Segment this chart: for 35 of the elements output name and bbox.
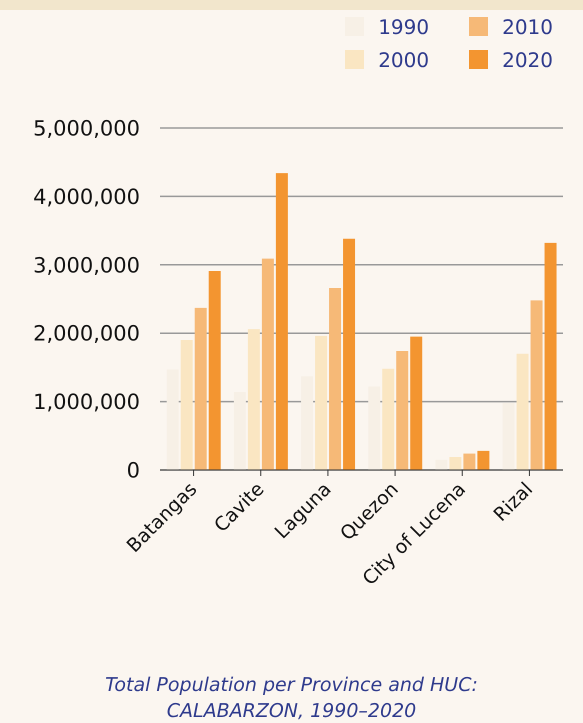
legend-label: 2010 (502, 14, 553, 38)
bar (301, 376, 314, 470)
bar (435, 460, 448, 470)
bar (329, 288, 342, 470)
bar (544, 242, 557, 470)
legend-label: 2020 (502, 48, 553, 72)
bar (208, 270, 221, 470)
y-tick-label: 0 (126, 458, 140, 482)
legend-label: 2000 (378, 48, 430, 72)
bar (234, 392, 246, 470)
bar (516, 354, 529, 470)
bar (396, 350, 408, 470)
bar (477, 450, 490, 470)
legend-label: 1990 (378, 14, 430, 38)
bar (530, 300, 543, 470)
bar (262, 258, 274, 470)
bar (410, 336, 422, 470)
bar (502, 402, 515, 470)
bar (166, 369, 179, 470)
bar (343, 238, 356, 470)
bar (463, 454, 476, 470)
bar (449, 457, 462, 470)
y-tick-label: 3,000,000 (33, 253, 140, 278)
text: Total Population per Province and HUC: CALABARZON, 1990–2020 (104, 673, 479, 723)
bar (180, 340, 193, 470)
bar (368, 386, 380, 470)
bar (382, 368, 394, 470)
bar (248, 329, 260, 470)
y-tick-label: 4,000,000 (33, 184, 140, 209)
y-tick-label: 5,000,000 (33, 116, 140, 140)
y-tick-label: 2,000,000 (33, 322, 140, 346)
bar (276, 173, 288, 470)
y-tick-label: 1,000,000 (33, 390, 140, 414)
bar (194, 308, 207, 470)
bar (315, 336, 328, 470)
